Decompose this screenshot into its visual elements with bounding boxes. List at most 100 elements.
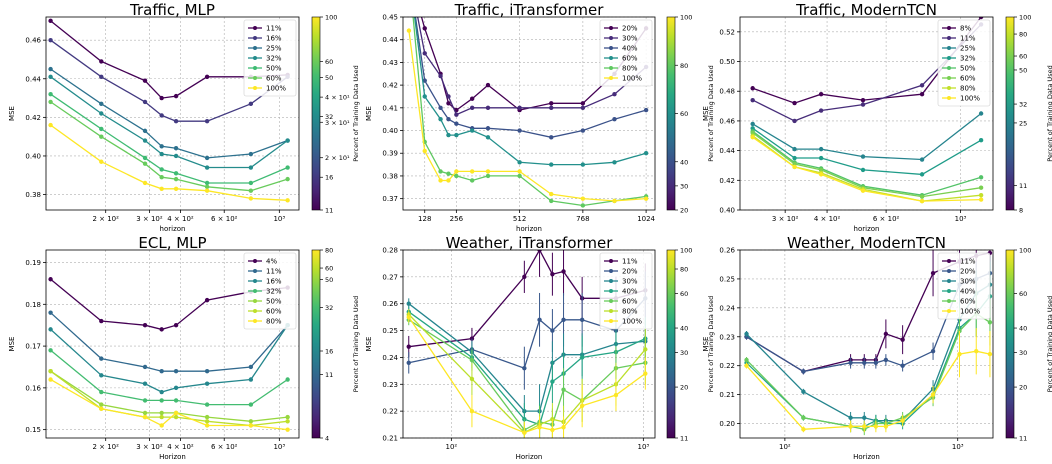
data-point [643, 196, 649, 201]
data-point [446, 94, 451, 99]
legend-label: 30% [622, 278, 638, 286]
data-point [204, 188, 210, 193]
x-tick-label: 10³ [273, 443, 285, 451]
legend-label: 60% [622, 298, 638, 306]
data-point [422, 148, 427, 154]
data-point [848, 360, 853, 365]
data-point [517, 173, 522, 179]
data-point [406, 360, 411, 365]
legend-label: 11% [960, 35, 976, 43]
x-axis-label: horizon [160, 225, 186, 233]
data-point [469, 169, 475, 174]
y-tick-label: 0.40 [25, 152, 41, 160]
data-point [860, 154, 866, 159]
colorbar-tick-label: 60 [680, 110, 688, 118]
legend: 20% 30% 40% 60% 80% 100% [599, 19, 653, 87]
colorbar: 100 80 60 40 30 20 Percent of Training Data Us… [666, 14, 715, 215]
panel-3: 0.40 0.42 0.44 0.46 0.48 0.50 0.52 3 × 10² 4 × 1… [702, 1, 1052, 233]
data-point [204, 119, 210, 124]
data-point [248, 101, 254, 107]
data-point [978, 138, 984, 143]
x-tick-label: 6 × 10² [873, 215, 900, 223]
legend-label: 11% [622, 258, 638, 266]
series-line-11pct [50, 20, 288, 99]
legend-marker [253, 279, 257, 283]
data-point [792, 146, 797, 152]
legend-marker [253, 269, 257, 273]
colorbar: 80 60 50 32 16 11 4 Percent of Training Data Us… [311, 247, 360, 443]
data-point [454, 121, 459, 126]
data-point [919, 194, 925, 199]
data-point [750, 135, 755, 140]
data-point [446, 132, 451, 138]
legend-marker [947, 289, 951, 293]
legend-marker [253, 36, 257, 40]
legend-marker [253, 56, 257, 60]
colorbar-tick-label: 25 [1019, 119, 1027, 127]
colorbar-tick-label: 80 [680, 266, 688, 274]
y-tick-label: 0.22 [719, 362, 735, 370]
legend-label: 100% [266, 85, 286, 93]
data-point [99, 111, 104, 116]
data-point [987, 320, 993, 325]
data-point [159, 389, 164, 395]
legend-label: 30% [622, 35, 638, 43]
data-point [285, 419, 290, 424]
series-line-20pct [420, 17, 647, 111]
legend-label: 100% [960, 95, 980, 103]
data-point [883, 424, 889, 429]
data-point [579, 403, 585, 408]
legend-label: 16% [266, 35, 282, 43]
legend-label: 20% [960, 268, 976, 276]
data-point [142, 414, 148, 420]
data-point [142, 161, 148, 166]
data-point [438, 73, 443, 79]
legend-marker [609, 279, 613, 283]
series-line-16pct [50, 39, 288, 122]
chart-title: Traffic, iTransformer [454, 1, 605, 19]
y-tick-label: 0.40 [382, 127, 398, 135]
data-point [978, 185, 984, 190]
data-point [522, 430, 527, 435]
legend-marker [253, 299, 257, 303]
colorbar-tick-label: 11 [325, 207, 333, 215]
data-point [159, 174, 164, 180]
legend-label: 50% [266, 65, 282, 73]
colorbar-bar [666, 16, 676, 211]
data-point [285, 427, 290, 432]
y-tick-label: 0.41 [382, 104, 398, 112]
colorbar-tick-label: 80 [680, 62, 688, 70]
series-line-25pct [50, 68, 288, 159]
legend-marker [609, 26, 613, 30]
y-axis-label: MSE [8, 106, 16, 121]
data-point [613, 392, 619, 398]
data-point [485, 135, 491, 140]
data-point [454, 132, 459, 138]
series-line-32pct [50, 349, 288, 406]
axes-frame [45, 16, 300, 211]
colorbar-tick-label: 11 [680, 435, 688, 443]
series-line-11pct [752, 23, 982, 122]
legend-label: 11% [266, 25, 282, 33]
x-tick-label: 10² [779, 443, 791, 451]
data-point [900, 418, 905, 423]
x-axis-label: horizon [516, 225, 542, 233]
data-point [561, 269, 566, 274]
y-tick-label: 0.24 [719, 304, 735, 312]
legend-label: 100% [622, 75, 642, 83]
x-tick-label: 3 × 10² [136, 215, 163, 223]
colorbar-tick-label: 60 [1019, 53, 1027, 61]
data-point [454, 173, 459, 179]
data-point [883, 331, 889, 337]
x-tick-label: 6 × 10² [211, 443, 238, 451]
data-point [204, 74, 210, 80]
data-point [485, 82, 491, 88]
colorbar-tick-label: 50 [1019, 66, 1027, 74]
legend-label: 100% [960, 308, 980, 316]
data-point [580, 203, 586, 208]
x-tick-label: 10³ [955, 215, 967, 223]
data-point [792, 164, 797, 170]
data-point [204, 180, 210, 186]
series-line-4pct [50, 278, 288, 331]
